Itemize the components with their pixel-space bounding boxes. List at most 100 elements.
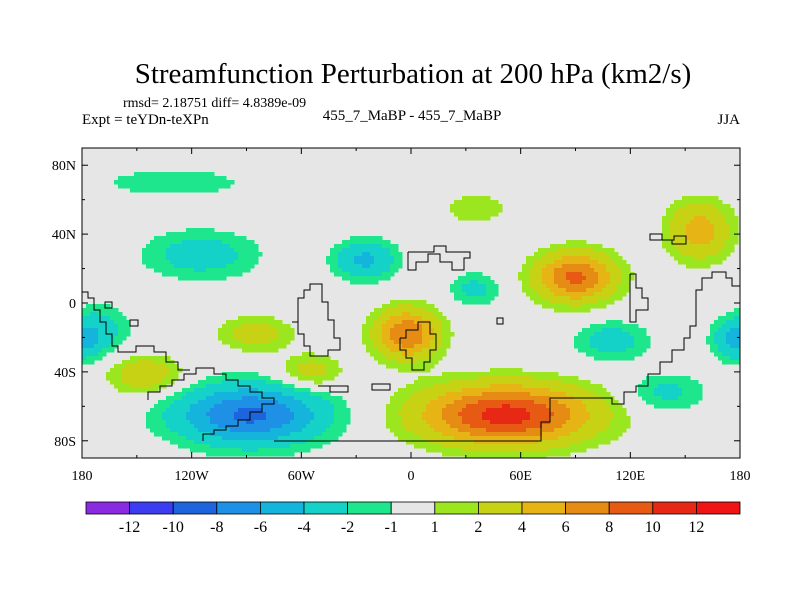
field-cell (478, 292, 483, 297)
field-cell (278, 388, 283, 393)
field-cell (298, 372, 303, 377)
field-cell (590, 300, 595, 305)
colorbar-swatch (521, 501, 566, 515)
field-cell (534, 292, 539, 297)
field-cell (146, 188, 151, 193)
field-cell (614, 268, 619, 273)
field-cell (542, 300, 547, 305)
field-cell (738, 320, 740, 325)
field-cell (554, 440, 559, 445)
field-cell (198, 404, 203, 409)
field-cell (122, 384, 127, 389)
field-cell (310, 424, 315, 429)
field-cell (226, 380, 231, 385)
field-cell (182, 248, 187, 253)
field-cell (650, 392, 655, 397)
field-cell (678, 200, 683, 205)
field-cell (374, 248, 379, 253)
field-cell (430, 312, 435, 317)
field-cell (222, 448, 227, 453)
field-cell (414, 404, 419, 409)
field-cell (434, 440, 439, 445)
field-cell (562, 260, 567, 265)
field-cell (470, 280, 475, 285)
field-cell (702, 256, 707, 261)
field-cell (198, 180, 203, 185)
field-cell (330, 260, 335, 265)
field-cell (514, 376, 519, 381)
field-cell (150, 368, 155, 373)
field-cell (258, 328, 263, 333)
field-cell (506, 392, 511, 397)
field-cell (214, 432, 219, 437)
field-cell (314, 400, 319, 405)
field-cell (570, 400, 575, 405)
field-cell (374, 348, 379, 353)
field-cell (498, 380, 503, 385)
field-cell (514, 432, 519, 437)
field-cell (154, 428, 159, 433)
field-cell (546, 272, 551, 277)
field-cell (290, 364, 295, 369)
field-cell (166, 436, 171, 441)
field-cell (286, 432, 291, 437)
field-cell (358, 268, 363, 273)
field-cell (238, 372, 243, 377)
field-cell (370, 332, 375, 337)
field-cell (290, 368, 295, 373)
field-cell (158, 184, 163, 189)
field-cell (722, 324, 727, 329)
field-cell (570, 276, 575, 281)
field-cell (346, 252, 351, 257)
field-cell (622, 328, 627, 333)
field-cell (146, 384, 151, 389)
field-cell (466, 396, 471, 401)
field-cell (702, 196, 707, 201)
field-cell (226, 328, 231, 333)
field-cell (118, 312, 123, 317)
field-cell (730, 348, 735, 353)
field-cell (226, 416, 231, 421)
field-cell (602, 256, 607, 261)
field-cell (470, 436, 475, 441)
field-cell (670, 204, 675, 209)
field-cell (310, 444, 315, 449)
field-cell (334, 428, 339, 433)
field-cell (346, 260, 351, 265)
field-cell (150, 240, 155, 245)
field-cell (494, 428, 499, 433)
field-cell (282, 428, 287, 433)
field-cell (602, 248, 607, 253)
field-cell (442, 400, 447, 405)
field-cell (170, 248, 175, 253)
field-cell (154, 424, 159, 429)
field-cell (222, 332, 227, 337)
field-cell (538, 256, 543, 261)
field-cell (286, 368, 291, 373)
field-cell (174, 264, 179, 269)
field-cell (290, 404, 295, 409)
field-cell (334, 436, 339, 441)
field-cell (278, 396, 283, 401)
field-cell (666, 220, 671, 225)
field-cell (702, 244, 707, 249)
field-cell (158, 176, 163, 181)
field-cell (526, 396, 531, 401)
field-cell (634, 344, 639, 349)
field-cell (186, 184, 191, 189)
field-cell (546, 304, 551, 309)
field-cell (554, 436, 559, 441)
field-cell (126, 376, 131, 381)
field-cell (370, 256, 375, 261)
field-cell (246, 452, 251, 457)
field-cell (594, 260, 599, 265)
field-cell (582, 408, 587, 413)
field-cell (398, 356, 403, 361)
field-cell (186, 272, 191, 277)
field-cell (282, 332, 287, 337)
field-cell (694, 252, 699, 257)
field-cell (614, 276, 619, 281)
field-cell (246, 244, 251, 249)
field-cell (278, 436, 283, 441)
field-cell (546, 448, 551, 453)
